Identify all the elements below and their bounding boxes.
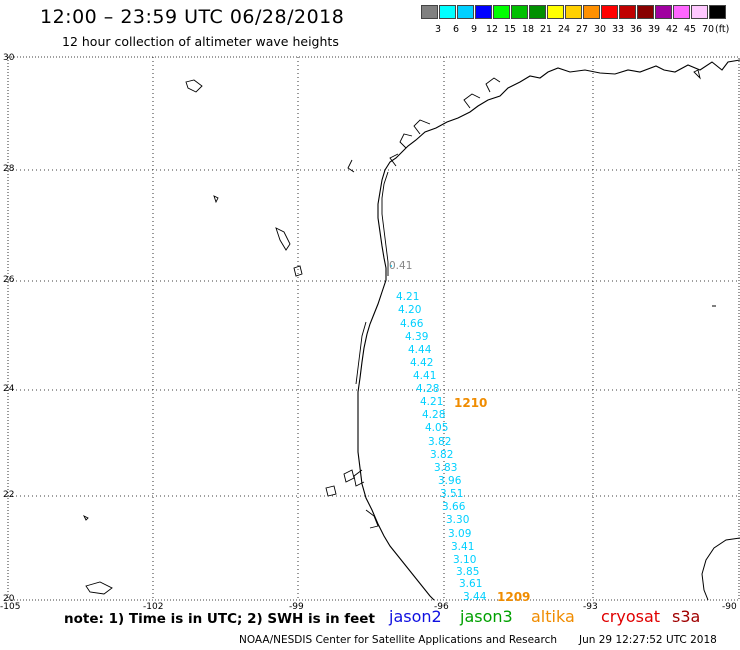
- wave-height-value: 3.82: [428, 436, 452, 448]
- lon-label: -93: [583, 602, 598, 612]
- satellite-label-altika: altika: [531, 607, 575, 626]
- color-scale-label: 21: [539, 24, 553, 35]
- color-swatch: [709, 5, 726, 19]
- color-scale-label: 70: [701, 24, 715, 35]
- track-id-label: 1209: [497, 590, 531, 604]
- coastline: [357, 59, 740, 601]
- lon-label: -102: [143, 602, 164, 612]
- color-scale-label: 9: [470, 24, 478, 35]
- lat-label: 30: [3, 53, 15, 63]
- wave-height-value: 4.41: [413, 370, 437, 382]
- wave-height-value: 4.21: [420, 396, 444, 408]
- color-scale-label: 42: [665, 24, 679, 35]
- map-subtitle: 12 hour collection of altimeter wave hei…: [62, 34, 339, 49]
- color-swatch: [475, 5, 492, 19]
- wave-height-value: 4.21: [396, 291, 420, 303]
- color-swatch: [529, 5, 546, 19]
- color-scale-label: 39: [647, 24, 661, 35]
- coastal-bays: [347, 77, 501, 529]
- color-swatch: [691, 5, 708, 19]
- satellite-label-s3a: s3a: [672, 607, 701, 626]
- track-id-label: 1210: [454, 396, 488, 410]
- lon-label: -99: [289, 602, 304, 612]
- color-swatch: [511, 5, 528, 19]
- wave-height-value: 0.41: [389, 260, 413, 272]
- wave-height-value: 3.61: [459, 578, 483, 590]
- satellite-label-jason3: jason3: [460, 607, 513, 626]
- color-swatch: [601, 5, 618, 19]
- color-swatch: [637, 5, 654, 19]
- wave-height-value: 4.66: [400, 318, 424, 330]
- wave-height-value: 3.41: [451, 541, 475, 553]
- color-scale-label: 3: [434, 24, 442, 35]
- generation-timestamp: Jun 29 12:27:52 UTC 2018: [579, 634, 717, 646]
- color-scale-label: 36: [629, 24, 643, 35]
- color-scale-unit: (ft): [715, 24, 730, 35]
- inland-lakes: [82, 69, 716, 595]
- satellite-label-cryosat: cryosat: [601, 607, 661, 626]
- map-frame: [7, 56, 740, 601]
- lat-label: 24: [3, 384, 15, 394]
- color-swatch: [547, 5, 564, 19]
- yucatan-coast: [701, 537, 740, 601]
- lon-label: -96: [434, 602, 449, 612]
- wave-height-value: 3.82: [430, 449, 454, 461]
- wave-height-value: 3.85: [456, 566, 480, 578]
- color-scale-label: 6: [452, 24, 460, 35]
- color-scale-label: 18: [521, 24, 535, 35]
- wave-height-value: 4.44: [408, 344, 432, 356]
- map-title: 12:00 – 23:59 UTC 06/28/2018: [40, 6, 345, 28]
- color-scale-label: 30: [593, 24, 607, 35]
- altimeter-track: [390, 265, 392, 267]
- wave-height-value: 3.83: [434, 462, 458, 474]
- wave-height-value: 3.96: [438, 475, 462, 487]
- lat-label: 22: [3, 490, 15, 500]
- color-swatch: [421, 5, 438, 19]
- wave-height-value: 4.28: [422, 409, 446, 421]
- color-scale-label: 27: [575, 24, 589, 35]
- color-scale-label: 33: [611, 24, 625, 35]
- wave-height-value: 4.42: [410, 357, 434, 369]
- color-scale-label: 45: [683, 24, 697, 35]
- lon-label: -90: [722, 602, 737, 612]
- lat-label: 28: [3, 164, 15, 174]
- color-scale-label: 12: [485, 24, 499, 35]
- color-scale-label: 15: [503, 24, 517, 35]
- color-swatch: [565, 5, 582, 19]
- color-swatch: [655, 5, 672, 19]
- wave-height-value: 3.30: [446, 514, 470, 526]
- color-swatch: [619, 5, 636, 19]
- lat-label: 20: [3, 594, 15, 604]
- wave-height-value: 3.51: [440, 488, 464, 500]
- wave-height-value: 3.44: [463, 591, 487, 603]
- credit-line: NOAA/NESDIS Center for Satellite Applica…: [239, 634, 557, 646]
- barrier-island: [355, 171, 389, 385]
- satellite-label-jason2: jason2: [389, 607, 442, 626]
- color-scale-label: 24: [557, 24, 571, 35]
- color-swatch: [673, 5, 690, 19]
- wave-height-value: 4.28: [416, 383, 440, 395]
- wave-height-value: 4.39: [405, 331, 429, 343]
- wave-height-value: 3.09: [448, 528, 472, 540]
- lat-lon-grid: [8, 57, 739, 600]
- footnote: note: 1) Time is in UTC; 2) SWH is in fe…: [64, 611, 375, 627]
- lon-label: -105: [0, 602, 21, 612]
- color-swatch: [457, 5, 474, 19]
- color-swatch: [439, 5, 456, 19]
- wave-height-value: 4.05: [425, 422, 449, 434]
- wave-height-value: 3.66: [442, 501, 466, 513]
- wave-height-value: 4.20: [398, 304, 422, 316]
- color-swatch: [583, 5, 600, 19]
- color-swatch: [493, 5, 510, 19]
- lat-label: 26: [3, 275, 15, 285]
- wave-height-value: 3.10: [453, 554, 477, 566]
